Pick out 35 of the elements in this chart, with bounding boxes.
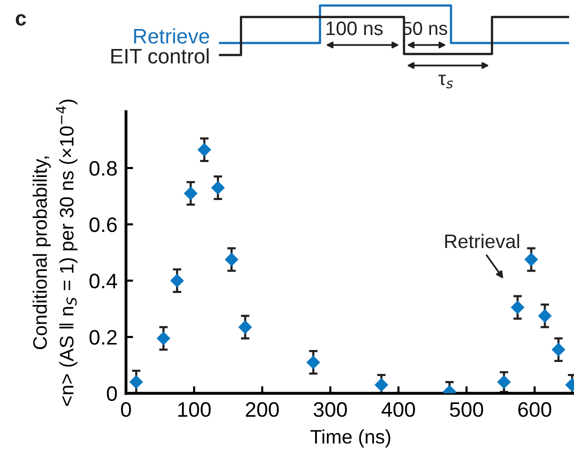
- point: [497, 375, 511, 389]
- point: [538, 308, 552, 323]
- point: [156, 332, 170, 346]
- point: [238, 320, 252, 334]
- x-tick-label: 400: [382, 402, 415, 417]
- point: [552, 342, 566, 357]
- y-tick-label: 0.2: [90, 330, 117, 345]
- x-tick-label: 0: [121, 402, 131, 417]
- y-axis-title: Conditional probability, <n> (AS ‖ n$_{S}$ = 1) per 30 ns (×10$^{−4}$): [32, 100, 78, 406]
- point: [224, 252, 238, 266]
- text: Retrieve: [134, 28, 210, 44]
- y-tick-label: 0: [106, 386, 117, 402]
- x-tick-label: 100: [178, 402, 211, 417]
- annotation: Retrieval: [445, 234, 520, 248]
- x-tick-label: 300: [314, 402, 347, 417]
- y-tick-label: 0.4: [90, 274, 118, 288]
- point: [374, 378, 388, 392]
- text: 100 ns: [326, 21, 383, 36]
- point: [184, 186, 198, 200]
- point: [211, 180, 225, 195]
- point: [524, 252, 538, 266]
- x-tick-label: 500: [450, 402, 484, 417]
- y-tick-label: 0.6: [90, 217, 117, 232]
- point: [170, 274, 184, 288]
- point: [306, 355, 320, 370]
- x-tick-label: 600: [518, 402, 552, 417]
- point: [129, 375, 144, 389]
- point: [510, 300, 524, 314]
- y-tick-label: 0.8: [90, 161, 117, 176]
- x-axis-title: Time (ns): [310, 429, 390, 448]
- text: EIT control: [111, 48, 209, 64]
- point: [197, 142, 212, 157]
- text: c: [16, 14, 26, 26]
- text: τ$_{s}$: [438, 74, 453, 88]
- x-tick-label: 200: [246, 402, 279, 417]
